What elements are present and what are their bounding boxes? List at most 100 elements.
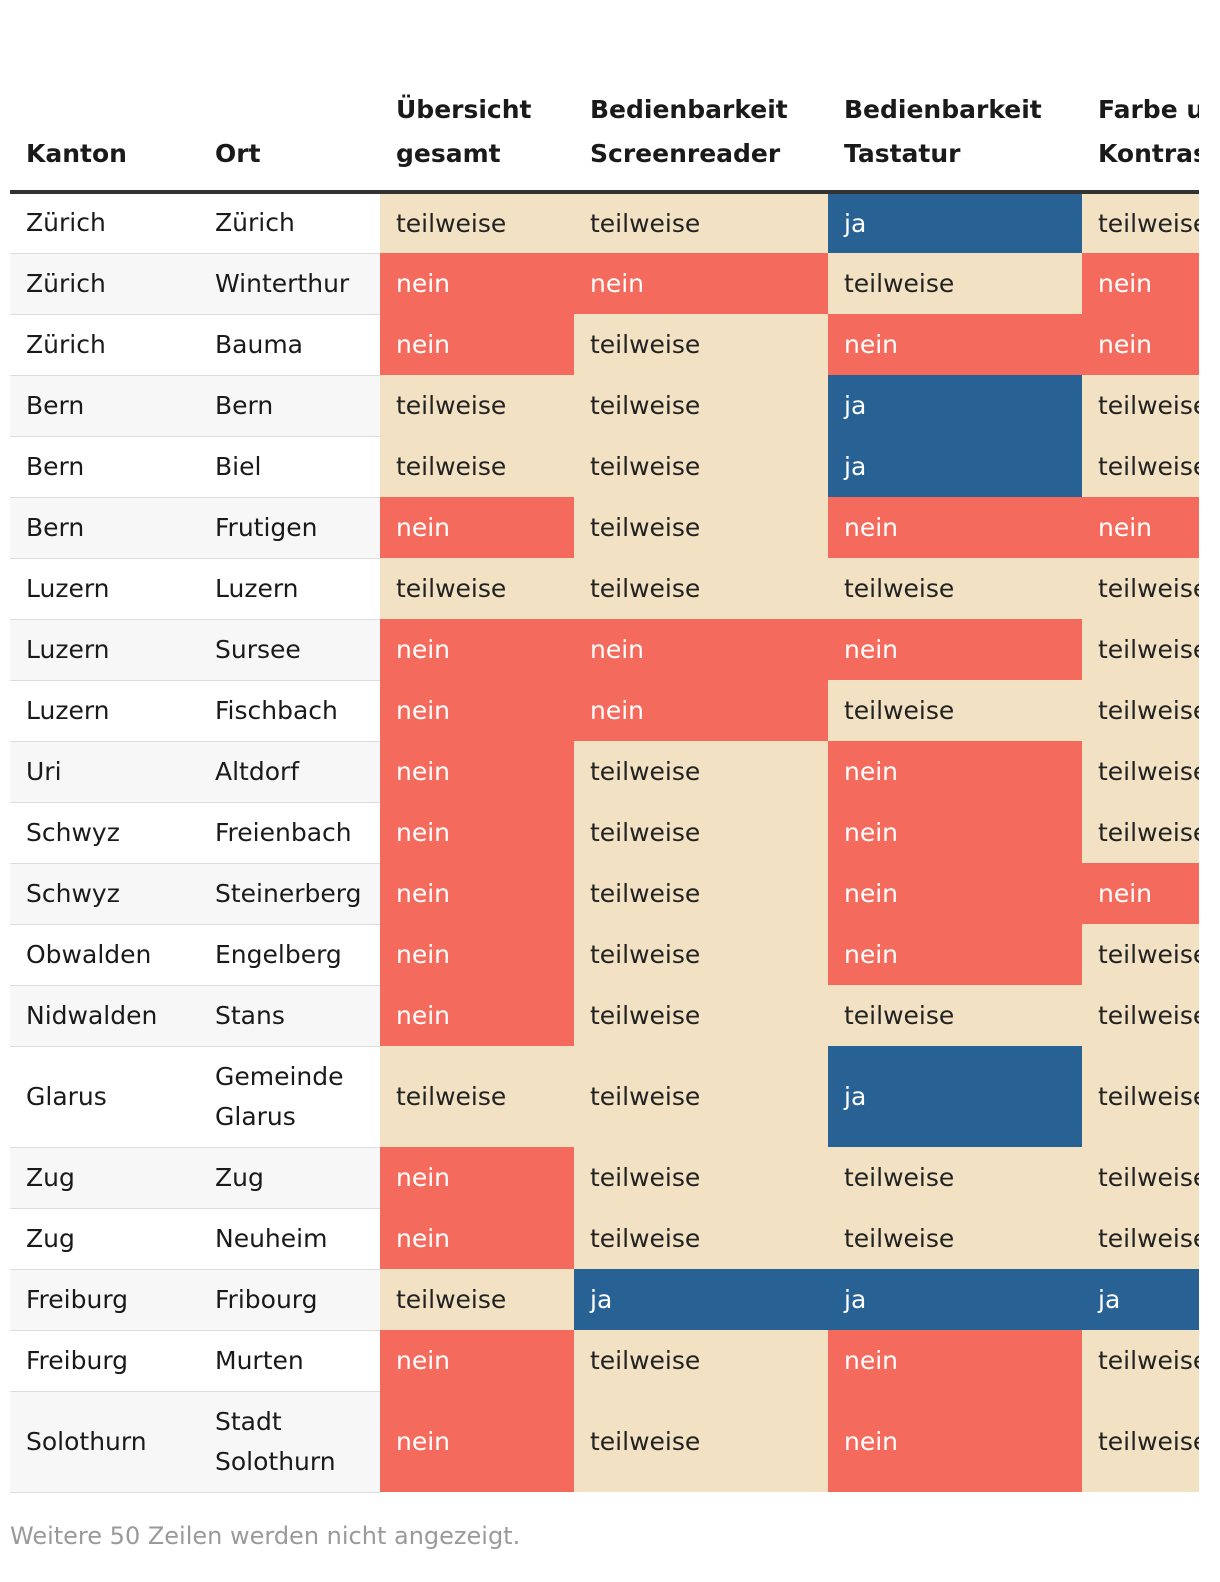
cell-ort: Freienbach [199, 802, 380, 864]
cell-uebersicht-gesamt: nein [380, 497, 574, 558]
cell-kanton: Schwyz [10, 863, 199, 925]
cell-kanton: Bern [10, 436, 199, 498]
cell-farbe-kontrast: teilweise [1082, 1330, 1199, 1391]
cell-ort: Steinerberg [199, 863, 380, 925]
header-uebersicht-gesamt[interactable]: Übersicht gesamt [380, 80, 574, 194]
cell-uebersicht-gesamt: nein [380, 863, 574, 924]
cell-tastatur: nein [828, 741, 1082, 802]
cell-ort: Bern [199, 375, 380, 437]
table-row: Freiburg Fribourg teilweise ja ja ja [10, 1269, 1199, 1331]
cell-screenreader: teilweise [574, 558, 828, 619]
cell-kanton: Luzern [10, 619, 199, 681]
cell-tastatur: nein [828, 314, 1082, 375]
table-row: Luzern Luzern teilweise teilweise teilweise t… [10, 558, 1199, 620]
cell-farbe-kontrast: teilweise [1082, 436, 1199, 497]
cell-screenreader: teilweise [574, 924, 828, 985]
cell-uebersicht-gesamt: teilweise [380, 1046, 574, 1147]
cell-screenreader: teilweise [574, 1208, 828, 1269]
cell-tastatur: ja [828, 375, 1082, 436]
cell-ort: Zürich [199, 192, 380, 254]
table-row: Bern Biel teilweise teilweise ja teilweise [10, 436, 1199, 498]
cell-tastatur: ja [828, 436, 1082, 497]
cell-tastatur: ja [828, 1046, 1082, 1147]
cell-screenreader: nein [574, 253, 828, 314]
cell-ort: Winterthur [199, 253, 380, 315]
cell-screenreader: teilweise [574, 314, 828, 375]
cell-kanton: Freiburg [10, 1330, 199, 1392]
table-row: Zürich Bauma nein teilweise nein nein [10, 314, 1199, 376]
cell-ort: Altdorf [199, 741, 380, 803]
cell-screenreader: teilweise [574, 1330, 828, 1391]
table-header-row: Kanton Ort Übersicht gesamt Bedienbarkei… [10, 80, 1199, 194]
cell-farbe-kontrast: teilweise [1082, 558, 1199, 619]
cell-uebersicht-gesamt: nein [380, 924, 574, 985]
cell-tastatur: teilweise [828, 680, 1082, 741]
cell-uebersicht-gesamt: nein [380, 619, 574, 680]
cell-kanton: Zug [10, 1208, 199, 1270]
cell-uebersicht-gesamt: nein [380, 1330, 574, 1391]
cell-screenreader: teilweise [574, 802, 828, 863]
table-row: Solothurn Stadt Solothurn nein teilweise nei… [10, 1391, 1199, 1493]
cell-kanton: Freiburg [10, 1269, 199, 1331]
cell-ort: Stadt Solothurn [199, 1391, 380, 1493]
cell-kanton: Bern [10, 497, 199, 559]
cell-uebersicht-gesamt: teilweise [380, 1269, 574, 1330]
cell-screenreader: teilweise [574, 375, 828, 436]
cell-tastatur: nein [828, 619, 1082, 680]
cell-kanton: Luzern [10, 680, 199, 742]
cell-screenreader: ja [574, 1269, 828, 1330]
cell-tastatur: teilweise [828, 985, 1082, 1046]
cell-ort: Engelberg [199, 924, 380, 986]
cell-kanton: Obwalden [10, 924, 199, 986]
cell-uebersicht-gesamt: nein [380, 1147, 574, 1208]
cell-kanton: Zürich [10, 192, 199, 254]
cell-tastatur: nein [828, 1391, 1082, 1492]
table-row: Bern Bern teilweise teilweise ja teilweise [10, 375, 1199, 437]
cell-tastatur: teilweise [828, 558, 1082, 619]
cell-ort: Zug [199, 1147, 380, 1209]
table-scroll-container[interactable]: Kanton Ort Übersicht gesamt Bedienbarkei… [10, 80, 1199, 1493]
table-row: Schwyz Freienbach nein teilweise nein teilwei… [10, 802, 1199, 864]
header-kanton[interactable]: Kanton [10, 80, 199, 194]
cell-farbe-kontrast: teilweise [1082, 985, 1199, 1046]
header-ort[interactable]: Ort [199, 80, 380, 194]
table-row: Schwyz Steinerberg nein teilweise nein nein [10, 863, 1199, 925]
cell-uebersicht-gesamt: nein [380, 253, 574, 314]
cell-farbe-kontrast: teilweise [1082, 1147, 1199, 1208]
cell-kanton: Solothurn [10, 1391, 199, 1493]
table-row: Zürich Winterthur nein nein teilweise nein [10, 253, 1199, 315]
table-row: Zürich Zürich teilweise teilweise ja teilweis… [10, 192, 1199, 254]
cell-uebersicht-gesamt: nein [380, 985, 574, 1046]
cell-kanton: Zug [10, 1147, 199, 1209]
cell-farbe-kontrast: ja [1082, 1269, 1199, 1330]
header-bedienbarkeit-tastatur[interactable]: Bedienbarkeit Tastatur [828, 80, 1082, 194]
header-bedienbarkeit-screenreader[interactable]: Bedienbarkeit Screenreader [574, 80, 828, 194]
cell-uebersicht-gesamt: nein [380, 680, 574, 741]
cell-tastatur: nein [828, 924, 1082, 985]
header-farbe-kontrast[interactable]: Farbe und Kontrast [1082, 80, 1199, 194]
table-row: Glarus Gemeinde Glarus teilweise teilweise j… [10, 1046, 1199, 1148]
cell-kanton: Zürich [10, 314, 199, 376]
cell-tastatur: nein [828, 1330, 1082, 1391]
cell-uebersicht-gesamt: nein [380, 741, 574, 802]
cell-screenreader: teilweise [574, 985, 828, 1046]
cell-kanton: Nidwalden [10, 985, 199, 1047]
cell-screenreader: teilweise [574, 1147, 828, 1208]
cell-screenreader: nein [574, 619, 828, 680]
cell-uebersicht-gesamt: nein [380, 1208, 574, 1269]
cell-screenreader: teilweise [574, 436, 828, 497]
cell-farbe-kontrast: teilweise [1082, 680, 1199, 741]
cell-ort: Luzern [199, 558, 380, 620]
cell-ort: Biel [199, 436, 380, 498]
cell-farbe-kontrast: teilweise [1082, 375, 1199, 436]
cell-uebersicht-gesamt: nein [380, 1391, 574, 1492]
cell-ort: Fischbach [199, 680, 380, 742]
table-row: Obwalden Engelberg nein teilweise nein teilwe… [10, 924, 1199, 986]
cell-ort: Bauma [199, 314, 380, 376]
cell-ort: Fribourg [199, 1269, 380, 1331]
table-row: Bern Frutigen nein teilweise nein nein [10, 497, 1199, 559]
cell-kanton: Bern [10, 375, 199, 437]
cell-farbe-kontrast: teilweise [1082, 1391, 1199, 1492]
cell-farbe-kontrast: nein [1082, 253, 1199, 314]
cell-kanton: Glarus [10, 1046, 199, 1148]
